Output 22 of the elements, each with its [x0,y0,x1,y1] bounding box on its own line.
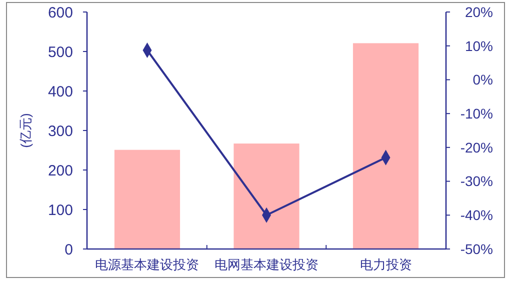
y-tick-label: 0 [64,241,73,258]
y-tick-label: 300 [48,122,73,140]
y-tick-label: 400 [48,83,73,100]
bar [352,43,419,249]
y-tick-label: 100 [48,202,73,219]
y-tick-label: 200 [48,162,73,180]
y2-tick-label: -20% [460,139,493,156]
bar [234,144,300,249]
y2-tick-label: 10% [464,38,493,54]
y-tick-label: 600 [48,4,73,22]
x-tick-label: 电网基本建设投资 [214,257,318,272]
y2-tick-label: -10% [460,105,493,122]
y-tick-label: 500 [48,44,73,61]
y2-tick-label: -50% [460,240,493,257]
y2-tick-label: 0% [472,72,493,88]
y2-tick-label: -40% [460,207,493,224]
y-axis-title: (亿元) [18,113,33,148]
x-tick-label: 电源基本建设投资 [95,257,200,272]
y2-tick-label: -30% [460,173,493,190]
bar [114,150,180,249]
x-tick-label: 电力投资 [360,257,412,272]
y2-tick-label: 20% [464,4,493,20]
